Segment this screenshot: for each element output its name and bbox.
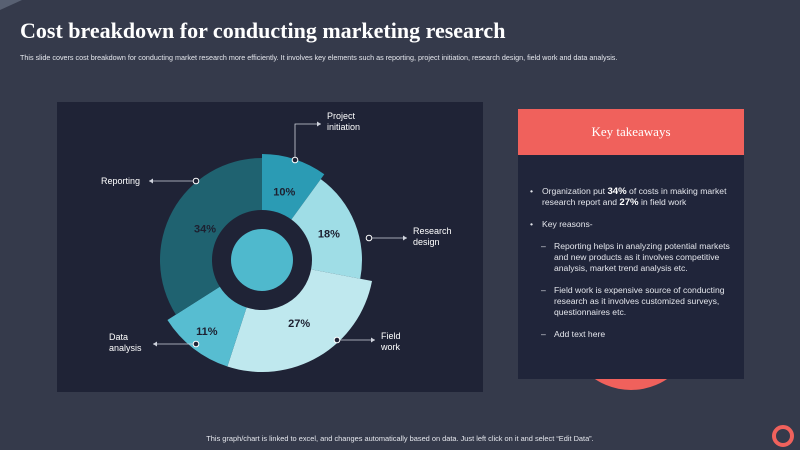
takeaway-text: Add text here: [554, 329, 606, 339]
data-label-reporting: 34%: [194, 224, 216, 236]
dash-mark: –: [541, 241, 546, 251]
callout-arrow-project-initiation: [317, 121, 321, 127]
takeaway-text: Reporting helps in analyzing potential m…: [554, 241, 730, 273]
callout-arrow-field-work: [371, 337, 375, 343]
takeaway-highlight-reporting: 34%: [607, 186, 627, 197]
key-takeaways-title: Key takeaways: [591, 124, 671, 139]
key-takeaways-card: Key takeaways • Organization put 34% of …: [518, 109, 744, 379]
takeaway-sub-placeholder: – Add text here: [530, 329, 735, 340]
category-label-data-analysis: Data analysis: [109, 332, 142, 353]
takeaway-highlight-fieldwork: 27%: [619, 197, 639, 208]
footer-note: This graph/chart is linked to excel, and…: [206, 434, 594, 443]
dash-mark: –: [541, 285, 546, 295]
bullet-mark: •: [530, 186, 534, 196]
corner-ring-decoration: [772, 425, 794, 447]
chart-panel[interactable]: 10% 18% 27% 11% 34% Project initiation Research…: [57, 102, 483, 392]
data-label-research-design: 18%: [318, 228, 340, 240]
takeaway-text: in field work: [638, 197, 687, 207]
key-takeaways-header: Key takeaways: [518, 109, 744, 155]
category-label-reporting: Reporting: [101, 176, 140, 186]
category-label-field-work: Field work: [380, 331, 401, 352]
takeaway-text: of costs in making market research repor…: [542, 186, 727, 207]
takeaway-sub-fieldwork: – Field work is expensive source of cond…: [530, 285, 735, 318]
slice-reporting[interactable]: [160, 158, 262, 315]
takeaway-text: Key reasons-: [542, 219, 593, 229]
callout-arrow-data-analysis: [153, 341, 157, 347]
callout-dot-research-design: [365, 234, 373, 242]
takeaway-bullet-reasons: • Key reasons-: [530, 219, 735, 230]
takeaway-text: Organization put: [542, 186, 608, 196]
bullet-mark: •: [530, 219, 534, 229]
takeaway-sub-reporting: – Reporting helps in analyzing potential…: [530, 241, 735, 274]
slice-field-work[interactable]: [227, 269, 373, 373]
data-label-data-analysis: 11%: [196, 326, 218, 338]
slice-project-initiation[interactable]: [262, 154, 325, 220]
callout-dot-field-work: [333, 336, 341, 344]
callout-dot-reporting: [192, 177, 200, 185]
data-label-project-initiation: 10%: [273, 187, 295, 199]
takeaway-text: Field work is expensive source of conduc…: [554, 285, 725, 317]
callout-dot-data-analysis: [192, 340, 200, 348]
page-subtitle: This slide covers cost breakdown for con…: [20, 53, 618, 62]
callout-dot-project-initiation: [291, 156, 299, 164]
category-label-research-design: Research design: [413, 226, 452, 247]
corner-triangle-decoration: [0, 0, 22, 10]
key-takeaways-body[interactable]: • Organization put 34% of costs in makin…: [530, 186, 735, 351]
donut-center: [231, 229, 293, 291]
donut-chart[interactable]: 10% 18% 27% 11% 34% Project initiation Research…: [57, 102, 483, 392]
takeaway-bullet-costs: • Organization put 34% of costs in makin…: [530, 186, 735, 208]
callout-line-project-initiation: [294, 123, 321, 160]
category-label-project-initiation: Project initiation: [327, 111, 360, 132]
callout-arrow-reporting: [149, 178, 153, 184]
slice-research-design[interactable]: [291, 179, 362, 279]
slice-data-analysis[interactable]: [167, 286, 247, 367]
callout-arrow-research-design: [403, 235, 407, 241]
page-title: Cost breakdown for conducting marketing …: [20, 18, 506, 43]
dash-mark: –: [541, 329, 546, 339]
data-label-field-work: 27%: [288, 318, 310, 330]
